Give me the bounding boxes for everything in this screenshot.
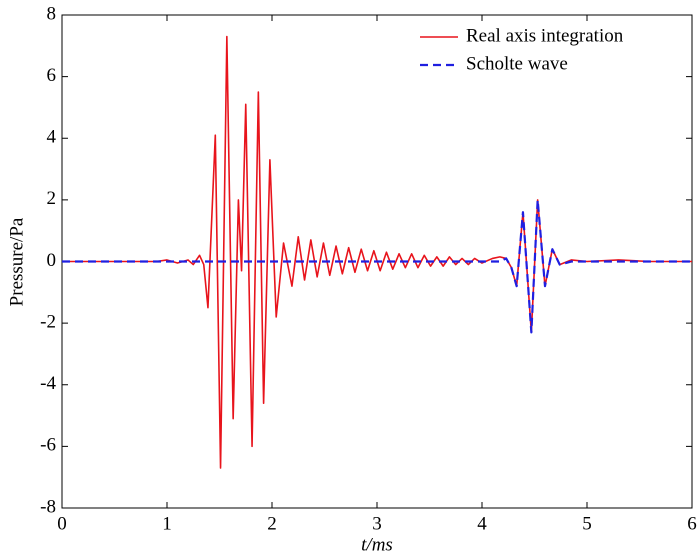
y-tick-label: 8 [47,3,57,24]
series-line [62,198,692,334]
legend-label: Scholte wave [466,53,568,74]
x-tick-label: 2 [267,513,277,534]
y-tick-label: -4 [40,373,56,394]
y-tick-label: 4 [47,127,57,148]
x-tick-label: 1 [162,513,172,534]
y-tick-label: -2 [40,311,56,332]
y-tick-label: 2 [47,188,57,209]
x-tick-label: 3 [372,513,382,534]
y-tick-label: -8 [40,496,56,517]
y-tick-label: 6 [47,65,57,86]
series-line [62,35,692,469]
x-axis-label: t/ms [361,534,393,555]
x-tick-label: 6 [687,513,697,534]
x-tick-label: 5 [582,513,592,534]
x-tick-label: 0 [57,513,67,534]
y-tick-label: 0 [47,250,57,271]
y-tick-label: -6 [40,435,56,456]
legend-label: Real axis integration [466,25,624,46]
x-tick-label: 4 [477,513,487,534]
y-axis-label: Pressure/Pa [6,217,27,306]
